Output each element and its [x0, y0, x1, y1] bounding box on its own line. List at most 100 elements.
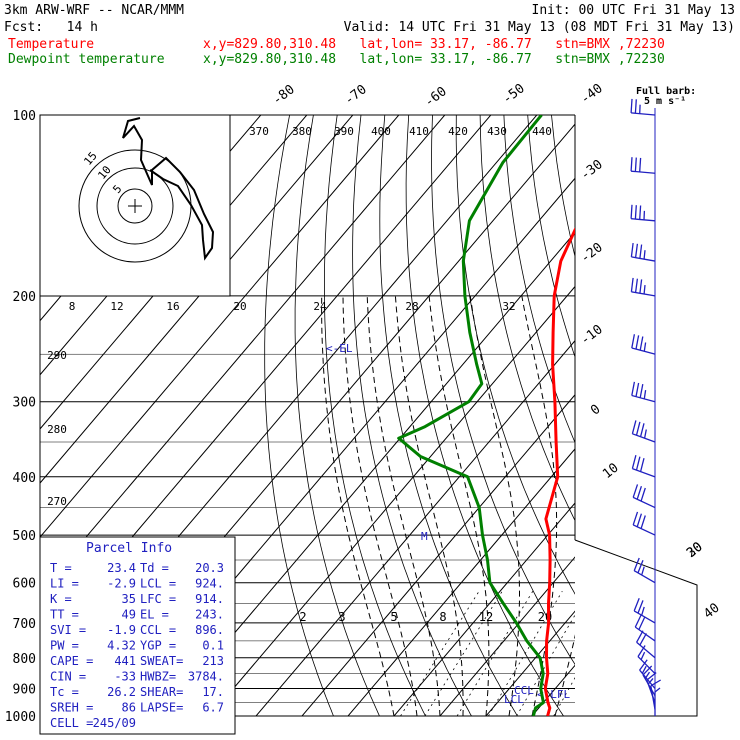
wind-barb-flag: [634, 614, 642, 628]
theta-label: 440: [532, 125, 552, 138]
mixing-ratio-label: 3: [338, 610, 345, 624]
dry-adiabat-line: [599, 115, 740, 716]
dewpoint-legend: Dewpoint temperature: [8, 52, 165, 67]
parcel-v2: 0.1: [202, 639, 224, 653]
parcel-k1: SREH =: [50, 701, 93, 715]
wind-speed-label: 24: [313, 300, 327, 313]
isotherm-line: [347, 448, 575, 716]
temperature-profile: [543, 227, 575, 716]
theta-label: 370: [249, 125, 269, 138]
pressure-label: 500: [13, 529, 36, 544]
moist-adiabat-line: [601, 296, 726, 716]
pressure-label: 100: [13, 109, 36, 124]
wind-barb-flag: [630, 277, 634, 292]
parcel-v2: 20.3: [195, 561, 224, 575]
isotherm-label: -40: [578, 81, 606, 107]
wind-barb-flag: [639, 423, 645, 437]
parcel-k1: PW =: [50, 639, 79, 653]
wind-barb-staff: [632, 496, 656, 509]
wind-barb-flag: [630, 98, 633, 113]
isotherm-line: [209, 285, 575, 716]
dry-adiabat-line: [352, 115, 472, 716]
dry-adiabat-line: [479, 115, 575, 522]
wind-barb-flag: [636, 513, 643, 527]
pressure-label: 400: [13, 471, 36, 486]
wind-barb-staff: [631, 347, 656, 355]
wind-barb-flag: [632, 484, 639, 498]
wind-barb-flag: [639, 244, 643, 259]
parcel-v1: 86: [122, 701, 136, 715]
wind-barb-staff: [631, 218, 656, 222]
barb-legend-units: 5 m s⁻¹: [644, 96, 686, 107]
parcel-v1: 441: [114, 654, 136, 668]
wind-barb-flag: [633, 557, 640, 571]
isotherm-line: [613, 88, 740, 729]
dewpoint-location: x,y=829.80,310.48 lat,lon= 33.17, -86.77…: [203, 52, 665, 67]
wind-barb-staff: [631, 394, 656, 403]
wind-barb-flag: [642, 665, 653, 676]
parcel-v2: 6.7: [202, 701, 224, 715]
wind-barb-flag: [640, 651, 646, 660]
dry-adiabat-line: [527, 115, 575, 359]
pressure-label: 600: [13, 577, 36, 592]
wind-barb-flag: [634, 99, 637, 114]
isotherm-label: -20: [578, 240, 606, 266]
dry-adiabat-line: [324, 115, 426, 716]
wind-barb-flag: [634, 278, 639, 293]
parcel-v1: -33: [114, 670, 136, 684]
wind-barb-flag: [641, 665, 647, 674]
wind-speed-label: 12: [110, 300, 123, 313]
wind-barb-flag: [643, 342, 647, 352]
parcel-v2: 896.: [195, 623, 224, 637]
parcel-k1: CELL =: [50, 716, 93, 730]
wind-barb-flag: [633, 597, 640, 612]
wind-barb-staff: [632, 433, 656, 443]
wind-barb-flag: [639, 205, 642, 220]
parcel-k2: LFC =: [140, 592, 176, 606]
parcel-v1: 4.32: [107, 639, 136, 653]
pressure-label: 200: [13, 290, 36, 305]
mixing-ratio-label: 2: [299, 610, 306, 624]
parcel-k2: Td =: [140, 561, 169, 575]
wind-barb-flag: [637, 559, 644, 574]
wind-barb-staff: [633, 570, 656, 584]
parcel-v2: 3784.: [188, 670, 224, 684]
wind-barb-staff: [631, 291, 656, 297]
wind-speed-label: 20: [233, 300, 246, 313]
wind-barb-flag: [639, 336, 644, 351]
wind-barb-flag: [635, 382, 640, 397]
wind-barb-flag: [639, 458, 645, 472]
parcel-k2: HWBZ=: [140, 670, 176, 684]
isotherm-line: [40, 115, 400, 538]
moist-adiabat-line: [554, 634, 575, 716]
wind-barb-flag: [637, 600, 644, 614]
parcel-v2: 243.: [195, 608, 224, 622]
isotherm-label: -80: [270, 82, 298, 108]
pressure-label: 700: [13, 617, 36, 632]
forecast-hour: Fcst: 14 h: [4, 20, 98, 35]
wind-barb-flag: [643, 390, 647, 399]
wind-barb-flag: [636, 486, 643, 500]
wind-barb-flag: [630, 204, 633, 219]
isotherm-line: [255, 339, 575, 716]
wind-barb-flag: [631, 381, 636, 396]
wind-barb-staff: [633, 610, 656, 624]
isotherm-label: -70: [342, 82, 370, 108]
lcl-annotation: LCL: [504, 693, 524, 706]
wind-barb-flag: [639, 279, 643, 294]
parcel-k1: CAPE =: [50, 654, 93, 668]
wind-barb-flag: [654, 687, 661, 693]
moist-adiabat-line: [366, 295, 441, 716]
pressure-label: 300: [13, 396, 36, 411]
mixing-ratio-label: 8: [439, 610, 446, 624]
parcel-k2: LCL =: [140, 577, 176, 591]
moist-adiabat-line: [321, 295, 395, 716]
parcel-k1: LI =: [50, 577, 79, 591]
pressure-label: 1000: [5, 710, 36, 725]
isotherm-label: -60: [422, 84, 450, 110]
dewpoint-profile: [397, 115, 545, 716]
isotherm-label: -30: [578, 157, 606, 183]
wind-barb-flag: [641, 566, 645, 576]
isotherm-line: [40, 115, 308, 430]
